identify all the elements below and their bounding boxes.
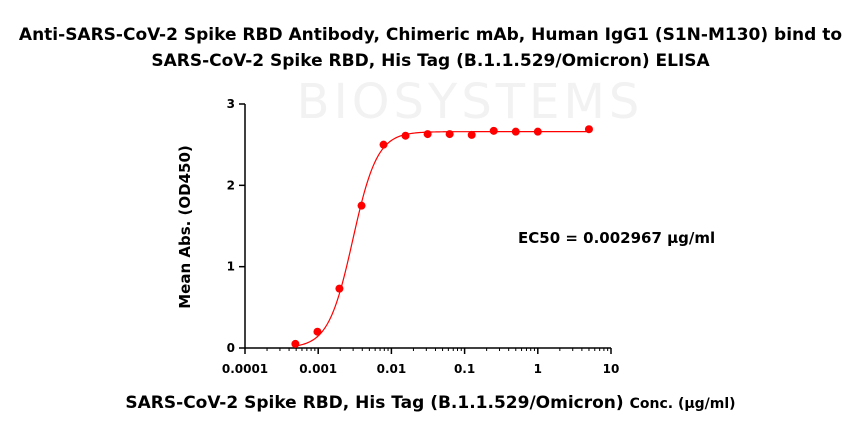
y-axis-title: Mean Abs. (OD450) — [176, 145, 194, 309]
x-tick-label: 10 — [603, 362, 620, 376]
y-tick-label: 0 — [227, 341, 235, 355]
y-tick-label: 2 — [227, 178, 235, 192]
data-point — [533, 127, 542, 136]
x-tick-label: 0.01 — [377, 362, 407, 376]
chart-title-line-1: Anti-SARS-CoV-2 Spike RBD Antibody, Chim… — [18, 25, 843, 45]
data-point — [423, 130, 432, 139]
y-tick-label: 1 — [227, 260, 235, 274]
data-point — [357, 201, 366, 210]
x-tick-label: 0.0001 — [222, 362, 268, 376]
x-tick-label: 1 — [534, 362, 542, 376]
data-point — [401, 131, 410, 140]
x-tick-label: 0.001 — [299, 362, 337, 376]
data-point — [445, 130, 454, 139]
axes: 0.0001 0.001 0.01 0.1 1 10 0 1 2 3 — [222, 97, 620, 376]
x-tick-label: 0.1 — [454, 362, 475, 376]
watermark-logo: BIOSYSTEMS — [297, 74, 644, 130]
x-axis-title-unit: Conc. (μg/ml) — [629, 396, 736, 412]
data-point — [313, 327, 322, 336]
chart-title-line-2: SARS-CoV-2 Spike RBD, His Tag (B.1.1.529… — [151, 51, 710, 71]
data-point — [379, 140, 388, 149]
y-tick-label: 3 — [227, 97, 235, 111]
data-point — [335, 284, 344, 293]
data-point — [511, 127, 520, 136]
data-point — [291, 339, 300, 348]
x-axis-title: SARS-CoV-2 Spike RBD, His Tag (B.1.1.529… — [0, 393, 861, 413]
chart-title: Anti-SARS-CoV-2 Spike RBD Antibody, Chim… — [0, 22, 861, 74]
data-point — [584, 125, 593, 134]
ec50-annotation: EC50 = 0.002967 μg/ml — [518, 229, 715, 247]
data-points-layer — [291, 125, 593, 348]
data-point — [467, 130, 476, 139]
x-axis-title-main: SARS-CoV-2 Spike RBD, His Tag (B.1.1.529… — [125, 393, 624, 413]
data-point — [489, 126, 498, 135]
